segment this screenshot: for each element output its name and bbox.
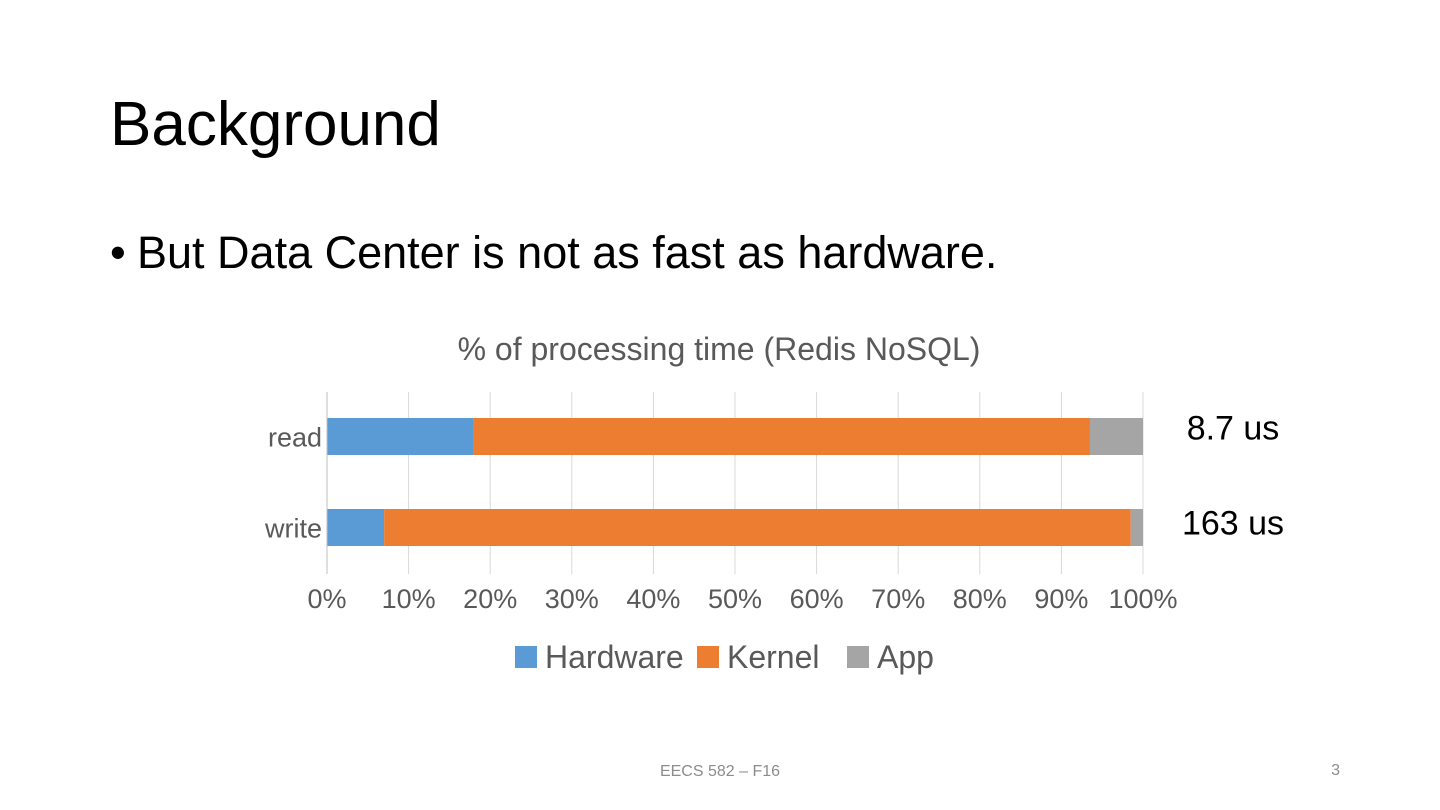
bar-kernel-read <box>473 418 1090 455</box>
legend-label: Kernel <box>727 639 820 675</box>
x-tick-label: 80% <box>953 584 1007 614</box>
latency-annotation: 163 us <box>1182 505 1284 543</box>
legend-label: Hardware <box>545 639 684 675</box>
axes: 0% 10% 20% 30% 40% 50% 60% 70% 80% 90% 100% read wri… <box>264 392 1178 614</box>
x-tick-label: 0% <box>307 584 346 614</box>
legend-swatch-app <box>847 646 869 668</box>
legend-label: App <box>877 639 934 675</box>
bar-hardware-read <box>327 418 474 455</box>
bullet-text: But Data Center is not as fast as hardwa… <box>137 227 998 278</box>
legend-swatch-hardware <box>515 646 537 668</box>
chart-title: % of processing time (Redis NoSQL) <box>458 331 981 367</box>
category-label: write <box>264 514 322 544</box>
bullet-item: • But Data Center is not as fast as hard… <box>110 226 997 280</box>
bar-hardware-write <box>327 509 385 546</box>
legend: Hardware Kernel App <box>515 639 934 675</box>
slide-footer: EECS 582 – F16 <box>659 763 781 780</box>
x-tick-label: 60% <box>790 584 844 614</box>
slide-title: Background <box>110 90 441 159</box>
x-tick-label: 10% <box>382 584 436 614</box>
latency-annotation: 8.7 us <box>1187 410 1280 448</box>
category-label: read <box>268 423 322 453</box>
bars <box>327 418 1143 546</box>
bar-kernel-write <box>384 509 1131 546</box>
x-tick-label: 20% <box>463 584 517 614</box>
x-tick-label: 100% <box>1108 584 1177 614</box>
slide-number: 3 <box>1331 762 1340 779</box>
bar-app-read <box>1089 418 1143 455</box>
x-tick-label: 70% <box>871 584 925 614</box>
x-tick-label: 50% <box>708 584 762 614</box>
x-tick-label: 40% <box>626 584 680 614</box>
x-tick-label: 30% <box>545 584 599 614</box>
legend-swatch-kernel <box>697 646 719 668</box>
annotations: 8.7 us 163 us <box>1182 410 1284 543</box>
bar-app-write <box>1130 509 1143 546</box>
x-tick-label: 90% <box>1034 584 1088 614</box>
bullet-marker: • <box>110 227 126 278</box>
